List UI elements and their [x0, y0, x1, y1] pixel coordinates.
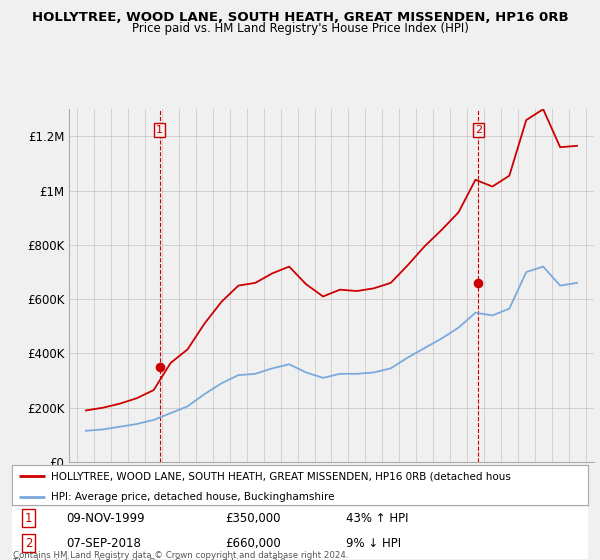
Text: HOLLYTREE, WOOD LANE, SOUTH HEATH, GREAT MISSENDEN, HP16 0RB: HOLLYTREE, WOOD LANE, SOUTH HEATH, GREAT…: [32, 11, 568, 24]
Point: [155, 362, 164, 371]
Text: 09-NOV-1999: 09-NOV-1999: [67, 512, 145, 525]
Text: This data is licensed under the Open Government Licence v3.0.: This data is licensed under the Open Gov…: [13, 558, 289, 560]
Text: £660,000: £660,000: [225, 536, 281, 550]
Text: 2: 2: [25, 536, 32, 550]
Text: 9% ↓ HPI: 9% ↓ HPI: [346, 536, 401, 550]
Text: 43% ↑ HPI: 43% ↑ HPI: [346, 512, 409, 525]
Text: 07-SEP-2018: 07-SEP-2018: [67, 536, 142, 550]
Text: 1: 1: [156, 125, 163, 135]
Text: HPI: Average price, detached house, Buckinghamshire: HPI: Average price, detached house, Buck…: [51, 492, 335, 502]
Point: [473, 278, 483, 287]
Text: Price paid vs. HM Land Registry's House Price Index (HPI): Price paid vs. HM Land Registry's House …: [131, 22, 469, 35]
Text: £350,000: £350,000: [225, 512, 281, 525]
Text: Contains HM Land Registry data © Crown copyright and database right 2024.: Contains HM Land Registry data © Crown c…: [13, 551, 349, 560]
Text: HOLLYTREE, WOOD LANE, SOUTH HEATH, GREAT MISSENDEN, HP16 0RB (detached hous: HOLLYTREE, WOOD LANE, SOUTH HEATH, GREAT…: [51, 471, 511, 481]
Text: 2: 2: [475, 125, 482, 135]
Text: 1: 1: [25, 512, 32, 525]
